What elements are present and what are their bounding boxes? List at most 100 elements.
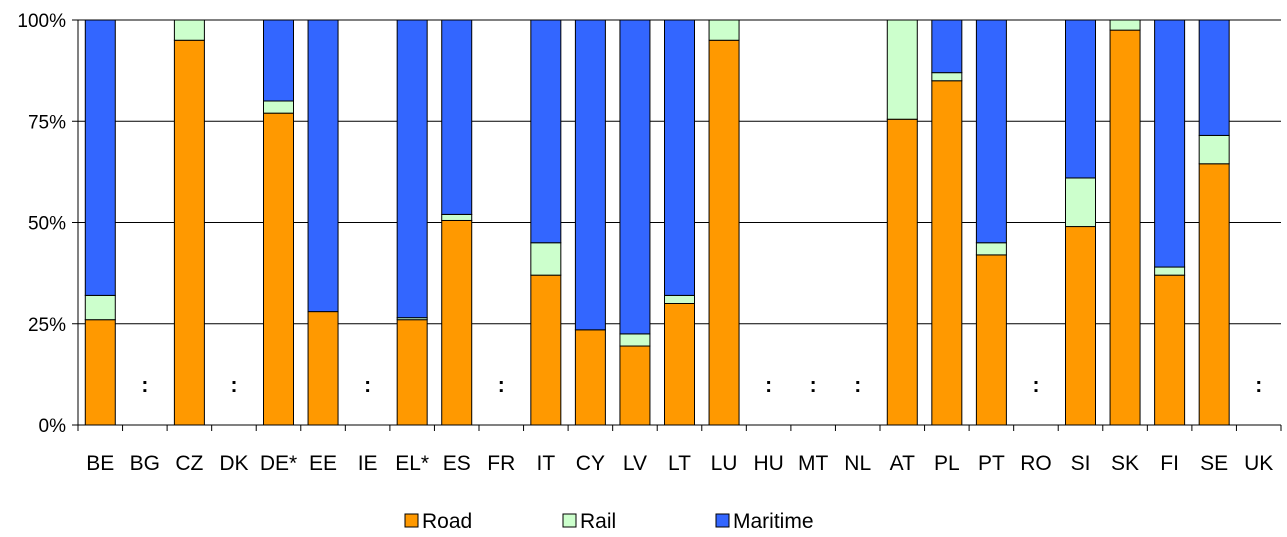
x-tick-label: SE	[1200, 452, 1228, 475]
x-tick-label: ES	[443, 452, 471, 475]
bar-segment-road	[664, 303, 695, 426]
bar-segment-maritime	[263, 19, 294, 102]
bar-segment-rail	[664, 294, 695, 304]
bar-segment-road	[1109, 29, 1141, 426]
x-tick-label: BG	[130, 452, 160, 475]
x-tick-label: DE*	[260, 452, 297, 475]
legend-label-road: Road	[422, 510, 472, 533]
bar-segment-maritime	[441, 19, 473, 215]
bar-segment-rail	[1154, 266, 1186, 276]
bar-segment-maritime	[1154, 19, 1186, 268]
x-tick-label: EE	[309, 452, 337, 475]
bar-segment-road	[441, 219, 473, 426]
bar-segment-maritime	[396, 19, 428, 319]
bar-segment-maritime	[975, 19, 1007, 244]
bar-segment-rail	[886, 19, 918, 120]
bar-segment-maritime	[84, 19, 116, 296]
bar-segment-rail	[931, 72, 963, 82]
not-available-marker: :	[1255, 374, 1262, 397]
bar-segment-rail	[1109, 19, 1141, 31]
x-tick-label: LU	[711, 452, 738, 475]
not-available-marker: :	[810, 374, 817, 397]
bars	[84, 19, 1230, 426]
legend-swatch-rail	[562, 513, 577, 528]
bar-segment-road	[1154, 274, 1186, 426]
legend-label-rail: Rail	[580, 510, 616, 533]
x-tick-label: BE	[86, 452, 114, 475]
bar-segment-rail	[1065, 177, 1096, 228]
bar-segment-road	[396, 319, 428, 426]
legend-swatch-road	[404, 513, 419, 528]
bar-segment-maritime	[307, 19, 339, 313]
bar-segment-road	[574, 329, 606, 426]
not-available-marker: :	[854, 374, 861, 397]
x-tick-label: EL*	[395, 452, 429, 475]
bar-segment-road	[84, 319, 116, 426]
bar-segment-road	[173, 39, 205, 426]
y-tick-label: 0%	[39, 416, 67, 437]
bar-segment-road	[931, 80, 963, 426]
x-tick-label: NL	[844, 452, 871, 475]
bar-segment-maritime	[530, 19, 562, 244]
bar-segment-rail	[441, 213, 473, 221]
bar-segment-rail	[708, 19, 740, 41]
x-tick-label: AT	[890, 452, 915, 475]
y-tick-label: 25%	[28, 315, 66, 336]
legend-swatch-maritime	[715, 513, 730, 528]
category-labels: BE BG CZ DK DE* EE IE EL* ES FR IT CY LV LT LU HU MT NL AT…	[86, 452, 1273, 475]
bar-segment-maritime	[574, 19, 606, 331]
x-tick-label: UK	[1244, 452, 1273, 475]
x-tick-label: CY	[576, 452, 605, 475]
bar-segment-road	[708, 39, 740, 426]
axes	[77, 20, 1282, 431]
x-tick-label: LV	[623, 452, 647, 475]
x-tick-label: PL	[934, 452, 960, 475]
bar-segment-road	[886, 118, 918, 426]
x-tick-label: PT	[978, 452, 1005, 475]
bar-segment-road	[1065, 226, 1096, 426]
legend: Road Rail Maritime	[404, 510, 814, 533]
bar-segment-rail	[530, 242, 562, 276]
bar-segment-maritime	[1065, 19, 1096, 179]
not-available-markers: :::::::::	[141, 374, 1262, 397]
bar-segment-rail	[619, 333, 651, 347]
bar-segment-road	[530, 274, 562, 426]
y-tick-label: 50%	[28, 214, 66, 235]
bar-segment-maritime	[931, 19, 963, 74]
x-tick-label: IT	[536, 452, 555, 475]
x-tick-label: CZ	[175, 452, 203, 475]
bar-segment-rail	[975, 242, 1007, 256]
x-tick-label: MT	[798, 452, 828, 475]
bar-segment-maritime	[619, 19, 651, 335]
bar-segment-road	[263, 112, 294, 426]
not-available-marker: :	[1032, 374, 1039, 397]
bar-segment-road	[975, 254, 1007, 426]
x-tick-label: FR	[487, 452, 515, 475]
not-available-marker: :	[141, 374, 148, 397]
bar-segment-road	[619, 345, 651, 426]
bar-segment-maritime	[664, 19, 695, 296]
bar-segment-rail	[173, 19, 205, 41]
y-tick-label: 75%	[28, 112, 66, 133]
y-axis-ticks: 0% 25% 50% 75% 100%	[17, 11, 78, 437]
not-available-marker: :	[498, 374, 505, 397]
bar-segment-maritime	[1198, 19, 1230, 136]
x-tick-label: SI	[1071, 452, 1091, 475]
x-tick-label: RO	[1020, 452, 1052, 475]
bar-segment-rail	[84, 294, 116, 321]
bar-segment-rail	[1198, 134, 1230, 165]
bar-segment-rail	[263, 100, 294, 114]
x-tick-label: IE	[358, 452, 378, 475]
x-tick-label: HU	[753, 452, 783, 475]
not-available-marker: :	[765, 374, 772, 397]
not-available-marker: :	[230, 374, 237, 397]
x-tick-label: LT	[668, 452, 691, 475]
x-tick-label: SK	[1111, 452, 1139, 475]
x-tick-label: FI	[1160, 452, 1179, 475]
y-tick-label: 100%	[17, 11, 66, 32]
not-available-marker: :	[364, 374, 371, 397]
x-tick-label: DK	[219, 452, 248, 475]
bar-segment-road	[1198, 163, 1230, 426]
legend-label-maritime: Maritime	[733, 510, 814, 533]
